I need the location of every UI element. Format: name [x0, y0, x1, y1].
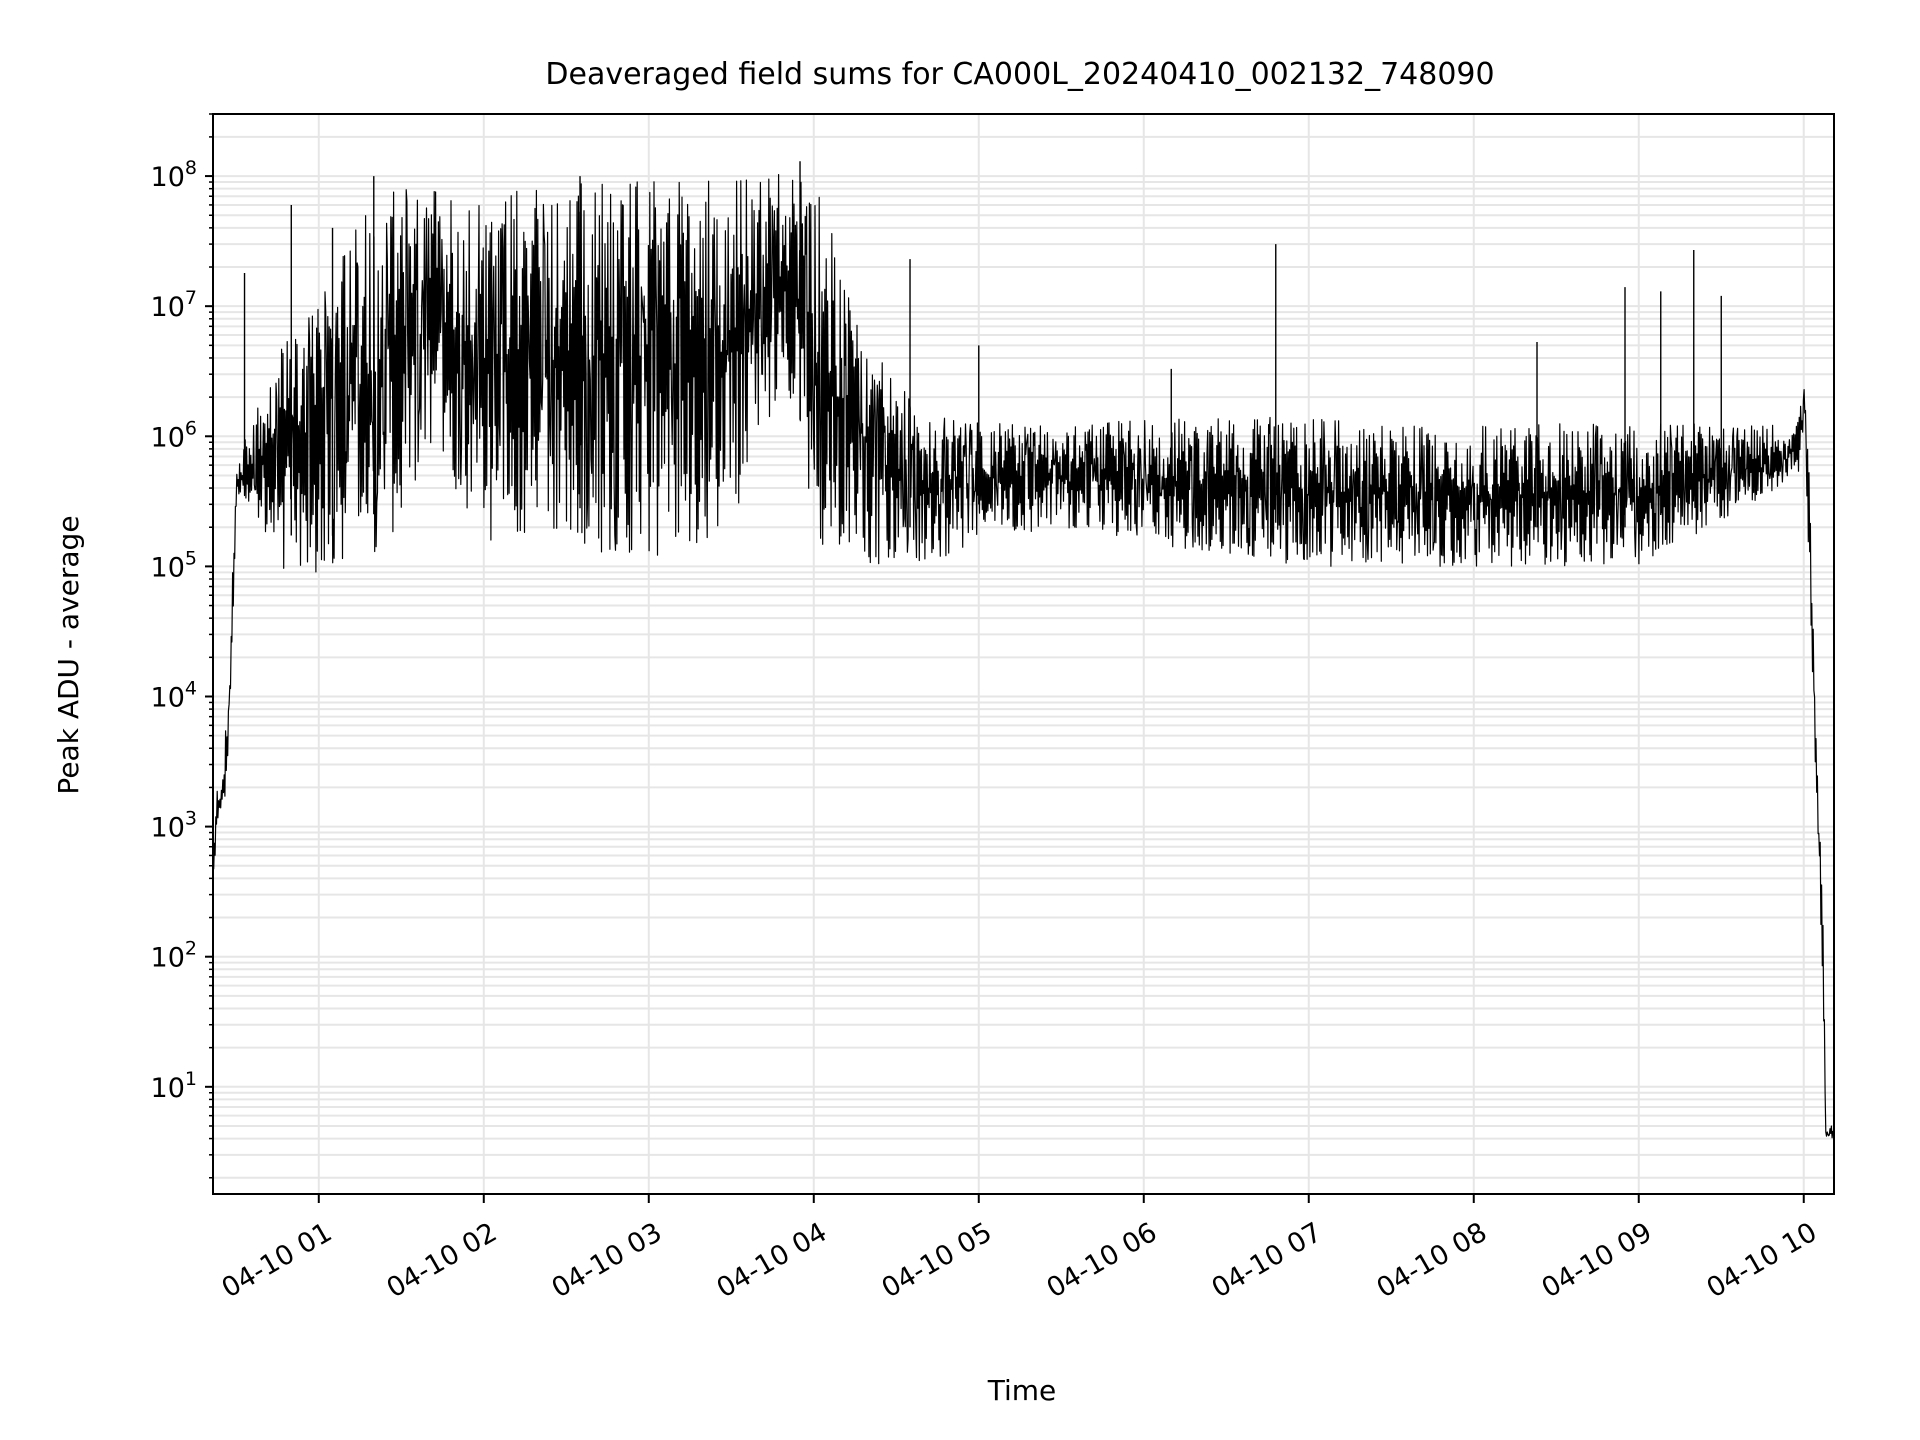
- plot-frame: [212, 113, 1835, 1195]
- y-tick-label: 101: [151, 1068, 197, 1104]
- series-line: [212, 174, 1835, 1139]
- x-axis-label: Time: [987, 1374, 1057, 1407]
- y-tick-exponent: 7: [185, 287, 197, 309]
- y-tick-exponent: 8: [185, 157, 197, 179]
- y-tick-base: 10: [151, 422, 185, 453]
- y-tick-label: 102: [151, 938, 197, 974]
- chart-title: Deaveraged field sums for CA000L_2024041…: [545, 57, 1494, 92]
- y-tick-base: 10: [151, 813, 185, 844]
- y-tick-base: 10: [151, 1073, 185, 1104]
- y-tick-base: 10: [151, 552, 185, 583]
- y-tick-base: 10: [151, 292, 185, 323]
- y-tick-exponent: 1: [185, 1068, 197, 1090]
- y-tick-exponent: 5: [185, 547, 197, 569]
- y-tick-label: 107: [151, 287, 197, 323]
- y-tick-label: 105: [151, 547, 197, 583]
- y-tick-exponent: 3: [185, 808, 197, 830]
- y-tick-label: 108: [151, 157, 197, 193]
- y-tick-exponent: 6: [185, 417, 197, 439]
- data-series: [212, 161, 1835, 1139]
- y-tick-base: 10: [151, 682, 185, 713]
- y-tick-label: 106: [151, 417, 197, 453]
- y-tick-exponent: 4: [185, 677, 197, 699]
- y-tick-label: 103: [151, 808, 197, 844]
- y-tick-base: 10: [151, 943, 185, 974]
- y-tick-label: 104: [151, 677, 197, 713]
- y-tick-exponent: 2: [185, 938, 197, 960]
- y-axis-label: Peak ADU - average: [52, 515, 85, 794]
- y-tick-base: 10: [151, 162, 185, 193]
